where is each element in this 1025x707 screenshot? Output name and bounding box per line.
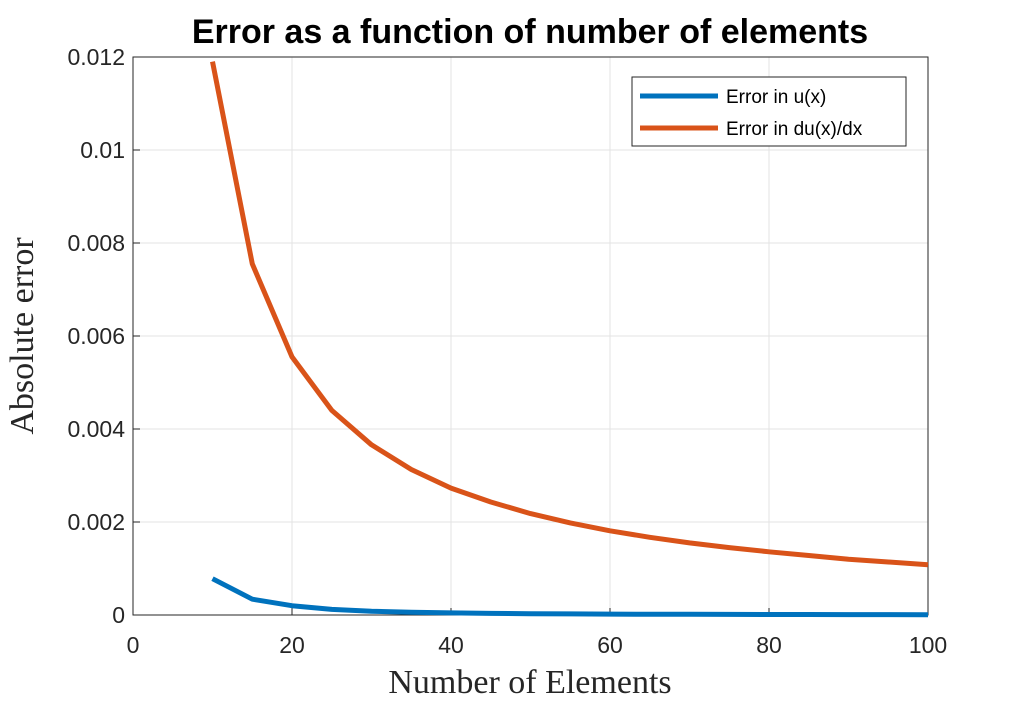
y-tick-label: 0.008 xyxy=(67,230,125,256)
y-tick-label: 0.004 xyxy=(67,416,125,442)
x-tick-label: 0 xyxy=(127,632,140,658)
chart-title: Error as a function of number of element… xyxy=(192,13,868,51)
x-tick-label: 100 xyxy=(909,632,947,658)
y-tick-label: 0.006 xyxy=(67,323,125,349)
legend: Error in u(x) Error in du(x)/dx xyxy=(631,76,907,147)
y-tick-label: 0.002 xyxy=(67,509,125,535)
x-tick-label: 80 xyxy=(756,632,782,658)
y-tick-label: 0.012 xyxy=(67,44,125,70)
x-tick-label: 40 xyxy=(438,632,464,658)
series-lines xyxy=(210,61,929,618)
y-tick-label: 0 xyxy=(112,602,125,628)
y-axis-label: Absolute error xyxy=(4,237,41,435)
x-axis-label: Number of Elements xyxy=(388,664,671,701)
series-line-1 xyxy=(210,61,929,568)
y-tick-label: 0.01 xyxy=(80,137,125,163)
grid xyxy=(133,57,928,615)
legend-label-du: Error in du(x)/dx xyxy=(726,119,863,140)
legend-label-u: Error in u(x) xyxy=(726,87,826,108)
series-line-0 xyxy=(211,576,929,618)
x-tick-label: 60 xyxy=(597,632,623,658)
x-tick-label: 20 xyxy=(279,632,305,658)
legend-box xyxy=(631,76,907,147)
axis-ticks: 0 20 40 60 80 100 0 0.002 0.004 0.006 0.008 0.01 0.0… xyxy=(67,44,947,658)
